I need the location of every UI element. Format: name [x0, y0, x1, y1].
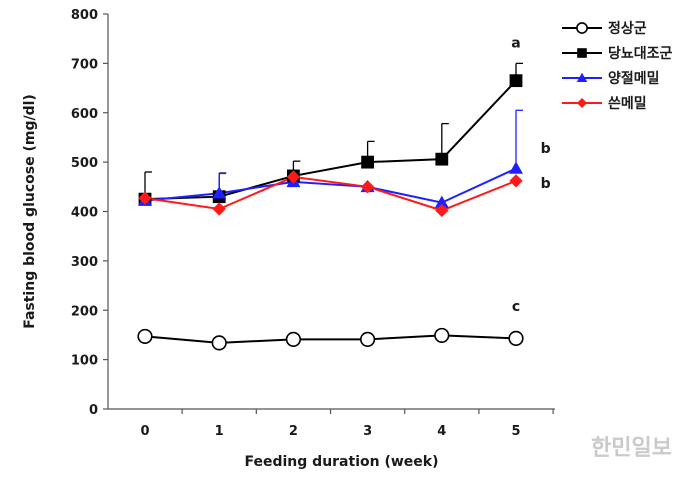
x-tick-label: 0 [140, 424, 149, 439]
data-point-s0 [211, 335, 227, 351]
y-axis-title: Fasting blood glucose (mg/dl) [22, 94, 38, 329]
y-tick-label: 100 [71, 354, 98, 369]
y-tick-label: 200 [71, 304, 98, 319]
series-markers-layer [137, 74, 524, 351]
series-line-2 [144, 167, 517, 204]
data-point-s0 [360, 331, 376, 347]
axes-layer: 0 100 200 300 400 500 600 700 800 0 1 2 3 4 5 Feeding d… [22, 8, 555, 470]
y-tick-label: 400 [71, 206, 98, 221]
x-axis-title: Feeding duration (week) [245, 454, 439, 470]
y-tick-label: 800 [71, 8, 98, 23]
series-line-3 [144, 175, 517, 212]
data-point-s0 [508, 330, 524, 346]
legend-marker [576, 72, 588, 82]
data-point-s2 [212, 186, 227, 199]
legend-label: 양절메밀 [608, 71, 660, 87]
data-point-s3 [138, 191, 152, 205]
series-lines-layer [144, 79, 517, 344]
series-line-1 [144, 79, 517, 201]
legend-marker [577, 98, 587, 108]
series-line-0 [144, 334, 517, 344]
data-point-s3 [360, 180, 375, 194]
data-point-s3 [286, 170, 301, 184]
legend-marker [576, 22, 588, 34]
x-tick-label: 4 [437, 424, 446, 439]
x-tick-label: 5 [511, 424, 520, 439]
data-point-s3 [435, 203, 449, 218]
data-point-s3 [509, 174, 523, 188]
data-point-s1 [435, 152, 449, 166]
legend-label: 당뇨대조군 [608, 45, 673, 62]
data-point-s0 [285, 331, 302, 347]
y-tick-label: 600 [71, 107, 98, 122]
y-tick-label: 300 [71, 255, 98, 270]
significance-letter: c [512, 299, 520, 315]
error-bars-layer [144, 62, 523, 200]
data-point-s0 [137, 328, 153, 345]
data-point-s1 [361, 155, 374, 169]
data-point-s2 [434, 195, 449, 208]
y-tick-label: 700 [71, 57, 98, 72]
x-tick-label: 3 [363, 424, 372, 439]
legend-label: 정상군 [608, 20, 647, 37]
y-tick-label: 0 [89, 403, 98, 418]
y-tick-label: 500 [71, 156, 98, 171]
data-point-s3 [212, 202, 226, 216]
data-point-s2 [509, 161, 523, 174]
legend-label: 쓴메밀 [608, 96, 647, 112]
x-tick-label: 1 [215, 424, 224, 439]
watermark-text: 한민일보 [591, 436, 672, 461]
significance-letter: b [541, 141, 551, 157]
data-point-s1 [509, 74, 523, 88]
significance-letter: b [541, 176, 551, 192]
significance-letter: a [511, 36, 520, 52]
legend-marker [577, 48, 587, 58]
data-point-s0 [434, 327, 450, 344]
x-tick-label: 2 [289, 424, 298, 439]
annotations-layer: a b b c [511, 36, 550, 316]
